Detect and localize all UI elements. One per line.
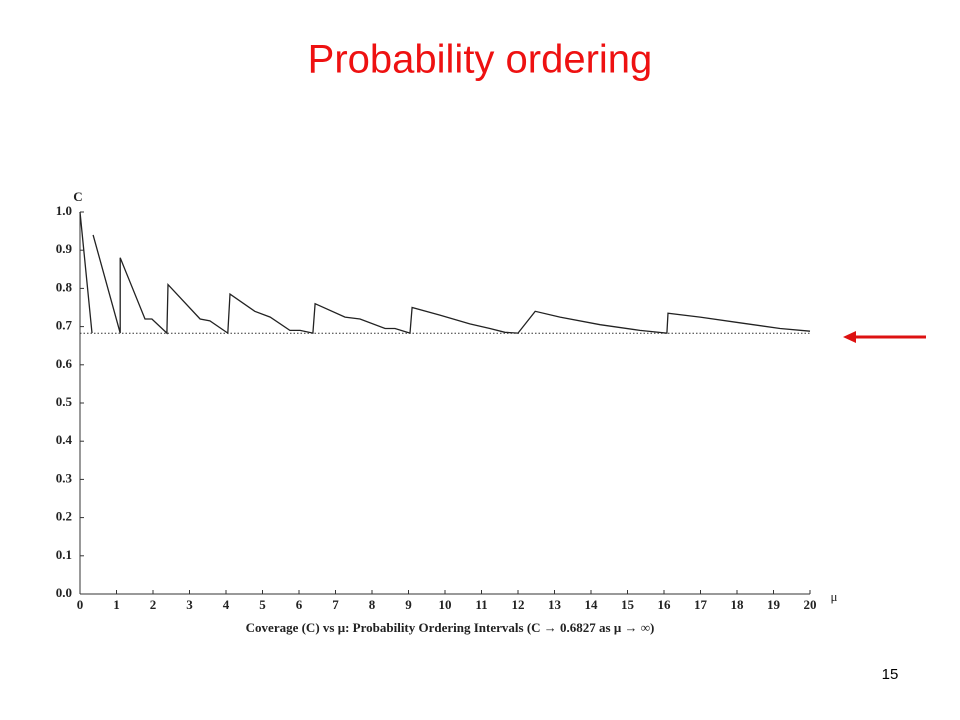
x-tick-label: 11 xyxy=(475,597,487,612)
x-tick-label: 4 xyxy=(223,597,230,612)
x-tick-label: 2 xyxy=(150,597,157,612)
x-axis-label: μ xyxy=(831,589,838,604)
x-tick-label: 7 xyxy=(332,597,339,612)
y-tick-label: 0.5 xyxy=(56,394,73,409)
x-tick-label: 8 xyxy=(369,597,376,612)
y-tick-label: 0.6 xyxy=(56,356,73,371)
x-tick-label: 1 xyxy=(113,597,120,612)
y-tick-label: 0.7 xyxy=(56,318,73,333)
x-tick-label: 3 xyxy=(186,597,193,612)
x-tick-label: 15 xyxy=(621,597,635,612)
x-tick-label: 20 xyxy=(804,597,817,612)
y-tick-label: 0.0 xyxy=(56,585,72,600)
x-tick-label: 18 xyxy=(731,597,745,612)
x-tick-label: 0 xyxy=(77,597,84,612)
x-tick-label: 10 xyxy=(439,597,452,612)
x-tick-label: 19 xyxy=(767,597,781,612)
y-tick-label: 1.0 xyxy=(56,203,72,218)
x-tick-label: 16 xyxy=(658,597,672,612)
y-tick-label: 0.4 xyxy=(56,432,73,447)
x-tick-label: 9 xyxy=(405,597,412,612)
y-tick-label: 0.2 xyxy=(56,509,72,524)
x-tick-label: 14 xyxy=(585,597,599,612)
y-tick-label: 0.9 xyxy=(56,241,73,256)
x-tick-label: 12 xyxy=(512,597,525,612)
coverage-line xyxy=(79,211,811,335)
x-tick-label: 5 xyxy=(259,597,266,612)
y-axis-label: C xyxy=(73,189,82,204)
y-tick-label: 0.3 xyxy=(56,470,73,485)
slide-title: Probability ordering xyxy=(308,38,653,82)
page-number: 15 xyxy=(882,666,899,683)
chart-caption: Coverage (C) vs μ: Probability Ordering … xyxy=(246,620,655,635)
x-tick-label: 6 xyxy=(296,597,303,612)
x-tick-label: 17 xyxy=(694,597,708,612)
red-arrow xyxy=(843,331,926,343)
y-tick-label: 0.1 xyxy=(56,547,72,562)
x-tick-label: 13 xyxy=(548,597,562,612)
y-tick-label: 0.8 xyxy=(56,279,73,294)
